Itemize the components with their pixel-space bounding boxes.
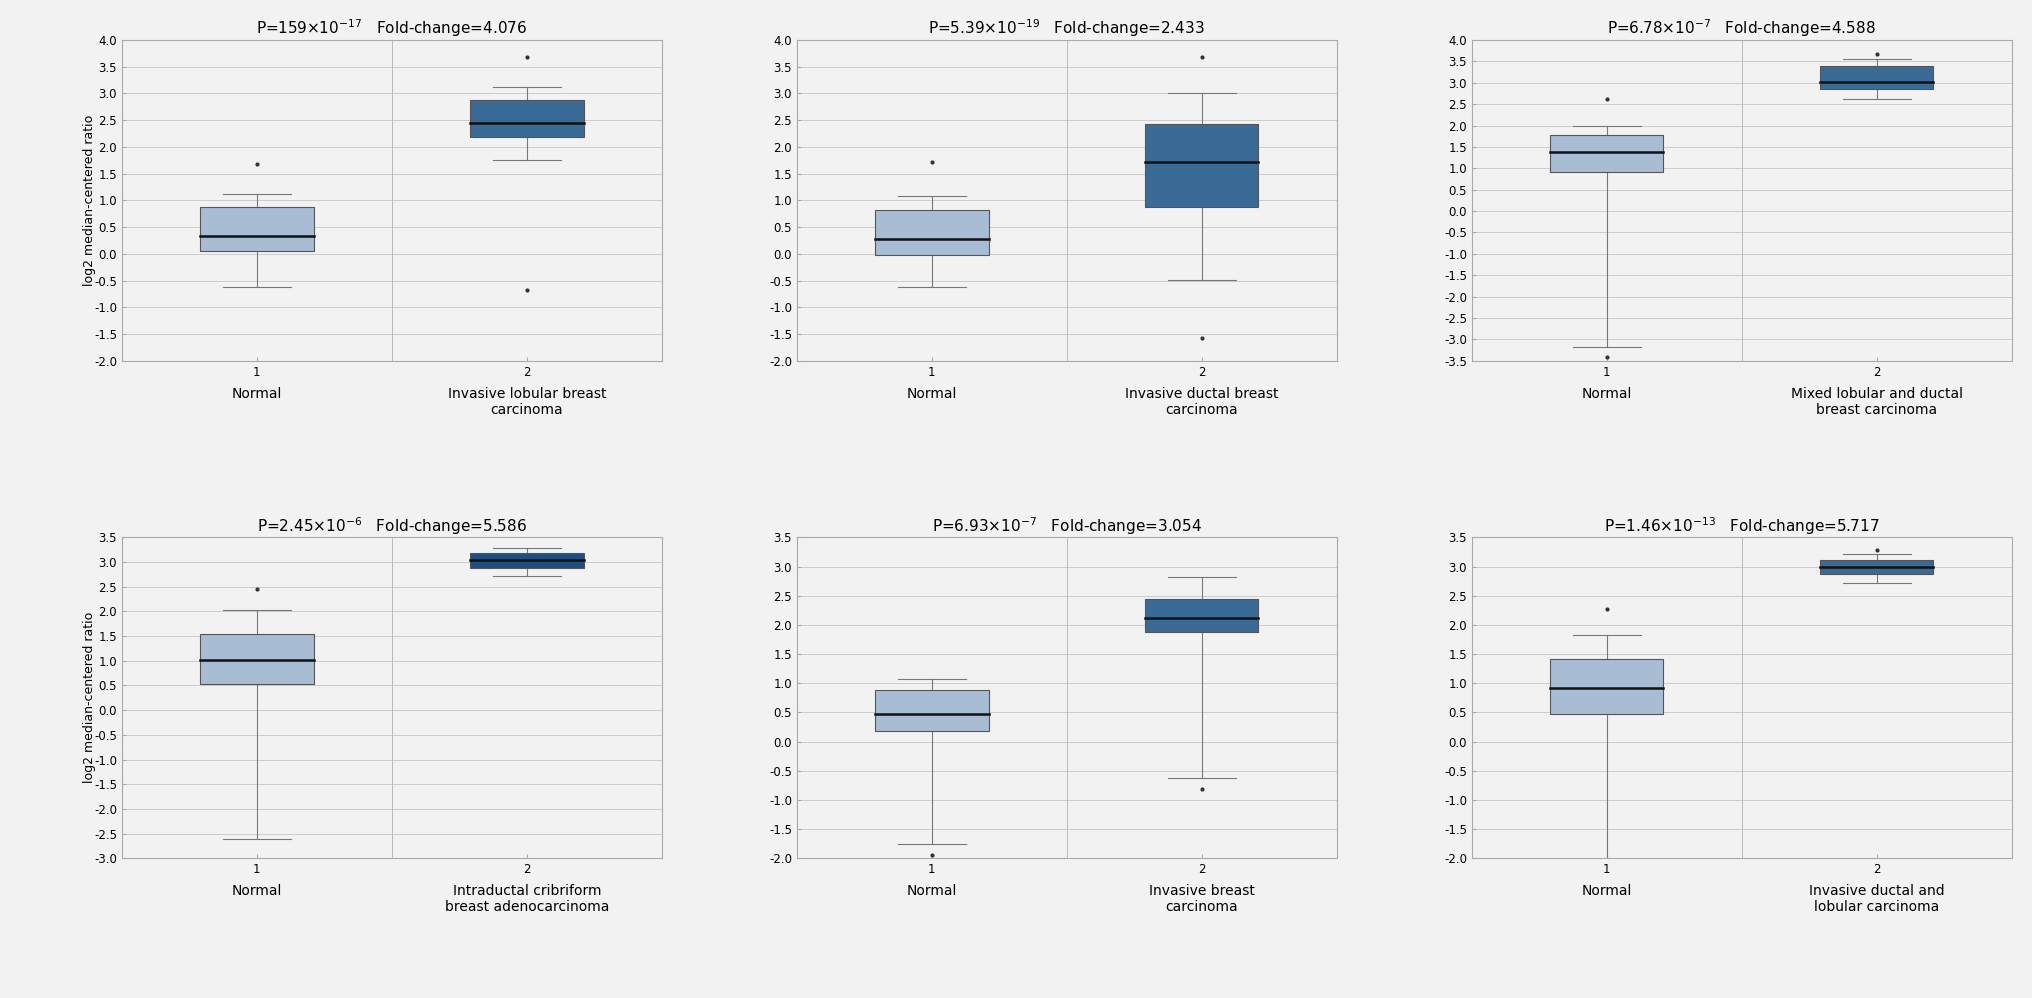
Text: Normal: Normal: [232, 884, 282, 898]
Bar: [1550, 659, 1664, 714]
Text: Invasive ductal breast
carcinoma: Invasive ductal breast carcinoma: [1126, 386, 1278, 417]
Title: P=159×10$^{-17}$   Fold-change=4.076: P=159×10$^{-17}$ Fold-change=4.076: [256, 18, 528, 39]
Text: Invasive breast
carcinoma: Invasive breast carcinoma: [1148, 884, 1254, 914]
Bar: [1821, 67, 1932, 89]
Text: Intraductal cribriform
breast adenocarcinoma: Intraductal cribriform breast adenocarci…: [445, 884, 610, 914]
Text: Normal: Normal: [1581, 386, 1632, 400]
Bar: [1821, 560, 1932, 574]
Bar: [201, 207, 313, 251]
Y-axis label: log2 median-centered ratio: log2 median-centered ratio: [83, 612, 96, 783]
Bar: [201, 634, 313, 685]
Text: Normal: Normal: [906, 884, 957, 898]
Y-axis label: log2 median-centered ratio: log2 median-centered ratio: [83, 115, 96, 286]
Bar: [1146, 599, 1258, 632]
Text: Invasive ductal and
lobular carcinoma: Invasive ductal and lobular carcinoma: [1808, 884, 1945, 914]
Bar: [1550, 135, 1664, 172]
Bar: [876, 210, 988, 254]
Text: Normal: Normal: [1581, 884, 1632, 898]
Title: P=2.45×10$^{-6}$   Fold-change=5.586: P=2.45×10$^{-6}$ Fold-change=5.586: [256, 515, 526, 537]
Bar: [469, 100, 583, 138]
Title: P=5.39×10$^{-19}$   Fold-change=2.433: P=5.39×10$^{-19}$ Fold-change=2.433: [929, 18, 1205, 39]
Text: Normal: Normal: [232, 386, 282, 400]
Text: Mixed lobular and ductal
breast carcinoma: Mixed lobular and ductal breast carcinom…: [1790, 386, 1963, 417]
Title: P=6.93×10$^{-7}$   Fold-change=3.054: P=6.93×10$^{-7}$ Fold-change=3.054: [933, 515, 1201, 537]
Title: P=6.78×10$^{-7}$   Fold-change=4.588: P=6.78×10$^{-7}$ Fold-change=4.588: [1607, 18, 1876, 39]
Bar: [469, 553, 583, 568]
Text: Invasive lobular breast
carcinoma: Invasive lobular breast carcinoma: [447, 386, 606, 417]
Bar: [876, 691, 988, 732]
Text: Normal: Normal: [906, 386, 957, 400]
Bar: [1146, 125, 1258, 207]
Title: P=1.46×10$^{-13}$   Fold-change=5.717: P=1.46×10$^{-13}$ Fold-change=5.717: [1603, 515, 1880, 537]
